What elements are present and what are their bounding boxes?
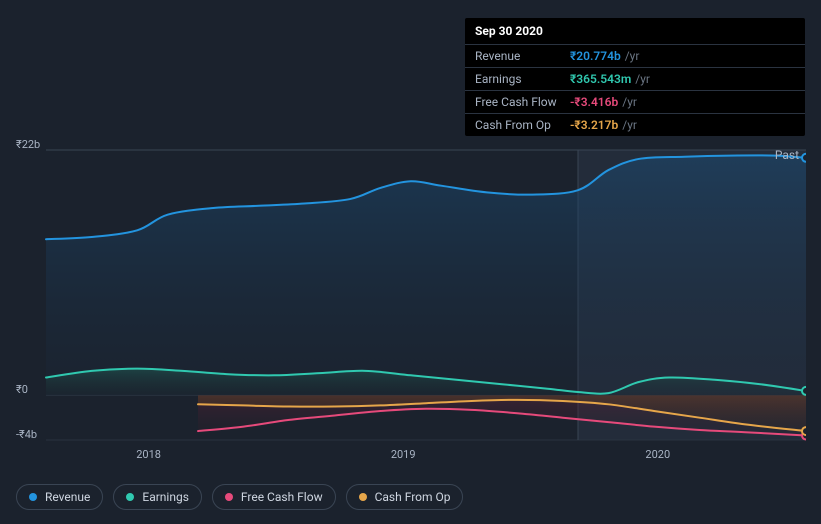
- tooltip-row-value: ₹20.774b: [570, 49, 621, 63]
- chart-tooltip: Sep 30 2020 Revenue₹20.774b/yrEarnings₹3…: [465, 18, 805, 136]
- tooltip-row: Revenue₹20.774b/yr: [465, 45, 805, 68]
- past-label: Past: [775, 148, 799, 162]
- x-axis-label: 2020: [645, 448, 670, 461]
- tooltip-row-unit: /yr: [635, 72, 650, 86]
- tooltip-row-label: Free Cash Flow: [475, 95, 570, 109]
- legend-dot: [29, 493, 37, 501]
- tooltip-row: Cash From Op-₹3.217b/yr: [465, 114, 805, 136]
- x-axis-label: 2019: [391, 448, 416, 461]
- y-axis-label: ₹0: [16, 383, 28, 396]
- legend-dot: [126, 493, 134, 501]
- y-axis-label: -₹4b: [16, 428, 37, 441]
- legend-label: Revenue: [45, 490, 90, 504]
- legend-item-cash-from-op[interactable]: Cash From Op: [346, 484, 464, 510]
- tooltip-date: Sep 30 2020: [465, 18, 805, 45]
- tooltip-row-unit: /yr: [622, 118, 637, 132]
- financials-chart: ₹22b ₹0 -₹4b 2018 2019 2020: [16, 120, 806, 460]
- tooltip-row: Earnings₹365.543m/yr: [465, 68, 805, 91]
- x-axis-label: 2018: [136, 448, 161, 461]
- legend-item-earnings[interactable]: Earnings: [113, 484, 202, 510]
- y-axis-label: ₹22b: [16, 138, 40, 151]
- tooltip-row-value: -₹3.416b: [570, 95, 618, 109]
- chart-legend: Revenue Earnings Free Cash Flow Cash From O…: [16, 484, 463, 510]
- legend-label: Free Cash Flow: [241, 490, 323, 504]
- tooltip-row-unit: /yr: [625, 49, 640, 63]
- legend-label: Earnings: [142, 490, 189, 504]
- tooltip-row-value: ₹365.543m: [570, 72, 631, 86]
- legend-item-revenue[interactable]: Revenue: [16, 484, 103, 510]
- tooltip-row-unit: /yr: [622, 95, 637, 109]
- legend-label: Cash From Op: [375, 490, 451, 504]
- legend-dot: [225, 493, 233, 501]
- tooltip-row: Free Cash Flow-₹3.416b/yr: [465, 91, 805, 114]
- tooltip-row-value: -₹3.217b: [570, 118, 618, 132]
- legend-item-free-cash-flow[interactable]: Free Cash Flow: [212, 484, 336, 510]
- tooltip-row-label: Earnings: [475, 72, 570, 86]
- legend-dot: [359, 493, 367, 501]
- tooltip-row-label: Revenue: [475, 49, 570, 63]
- tooltip-row-label: Cash From Op: [475, 118, 570, 132]
